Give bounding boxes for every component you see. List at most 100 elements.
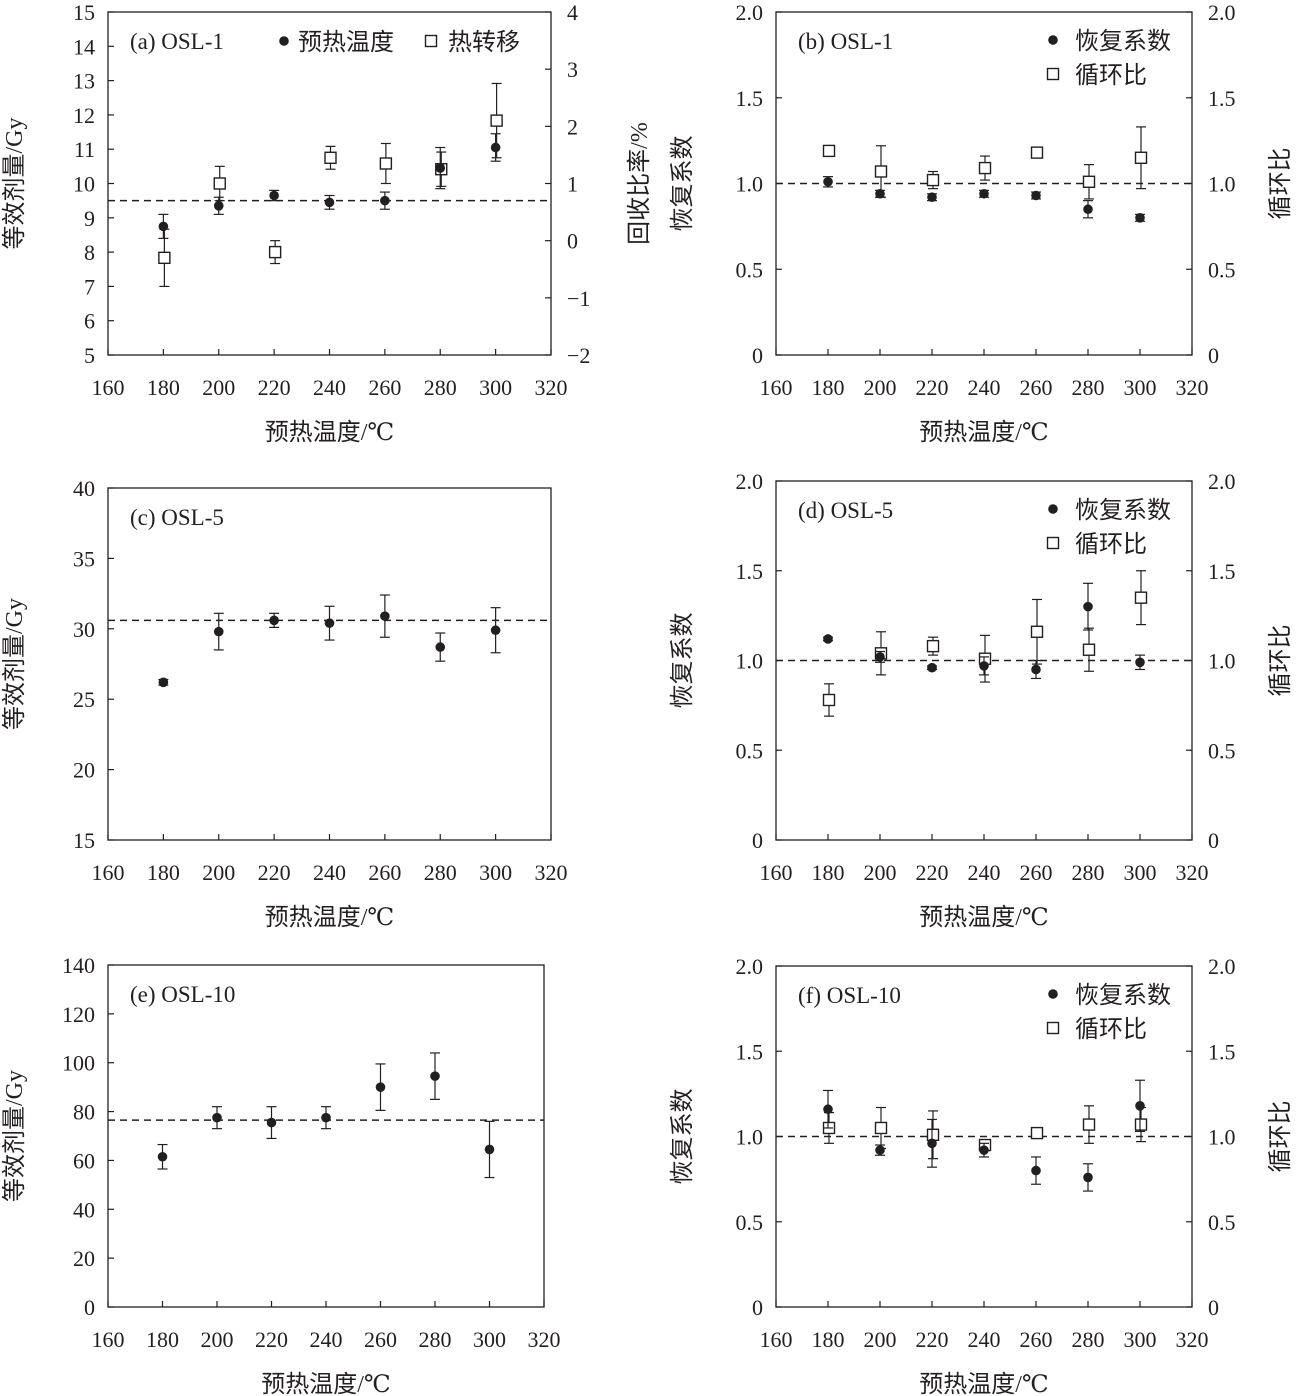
x-tick-label: 320	[528, 1327, 561, 1352]
legend-marker	[1048, 504, 1058, 514]
data-point-circle	[1083, 601, 1093, 612]
data-point-circle	[1135, 657, 1145, 668]
y-axis-title: 恢复系数	[669, 613, 696, 709]
y-tick-label: 9	[84, 206, 95, 231]
y2-tick-label: −1	[567, 286, 590, 311]
data-point-circle	[979, 661, 989, 671]
legend-marker	[1048, 989, 1058, 999]
x-tick-label: 200	[202, 860, 235, 885]
x-tick-label: 280	[1072, 1327, 1105, 1352]
data-point-circle	[266, 1117, 277, 1128]
x-tick-label: 240	[310, 1327, 343, 1352]
y2-tick-label: 1.0	[1208, 172, 1236, 197]
y-tick-label: 25	[73, 687, 95, 712]
data-point-square	[926, 639, 940, 653]
data-point-circle	[1083, 204, 1093, 215]
data-point-circle	[927, 662, 937, 673]
y-tick-label: 14	[73, 34, 95, 59]
y-tick-label: 1.0	[736, 1125, 764, 1150]
x-tick-label: 260	[1020, 860, 1053, 885]
plot-frame-c	[107, 487, 552, 841]
data-point-square	[379, 157, 393, 170]
y2-tick-label: 2.0	[1208, 954, 1236, 979]
x-axis-title: 预热温度/℃	[265, 904, 395, 931]
y-tick-label: 60	[73, 1148, 95, 1173]
x-tick-label: 220	[255, 1327, 288, 1352]
y-tick-label: 1.5	[736, 1039, 764, 1064]
x-tick-label: 160	[92, 1327, 125, 1352]
x-tick-label: 320	[535, 375, 568, 400]
data-point-circle	[1083, 1172, 1093, 1183]
y-tick-label: 7	[84, 274, 95, 299]
x-tick-label: 220	[916, 375, 949, 400]
y2-axis-title: 循环比	[1267, 625, 1294, 697]
data-point-circle	[212, 1112, 222, 1123]
y2-tick-label: 0	[1208, 343, 1219, 368]
x-tick-label: 180	[812, 1327, 845, 1352]
y-tick-label: 2.0	[736, 469, 764, 494]
data-point-circle	[324, 197, 335, 208]
y2-axis-title: 循环比	[1267, 148, 1294, 220]
x-tick-label: 200	[201, 1327, 234, 1352]
x-tick-label: 280	[1072, 860, 1105, 885]
x-tick-label: 260	[1020, 375, 1053, 400]
y-tick-label: 2.0	[736, 954, 764, 979]
y-tick-label: 140	[62, 953, 95, 978]
x-tick-label: 260	[368, 375, 401, 400]
y-tick-label: 30	[73, 617, 95, 642]
x-tick-label: 320	[535, 860, 568, 885]
data-point-circle	[823, 634, 833, 644]
legend-label: 循环比	[1075, 531, 1147, 558]
x-tick-label: 280	[424, 860, 457, 885]
data-point-circle	[875, 188, 885, 199]
y2-tick-label: 1.5	[1208, 1039, 1236, 1064]
x-tick-label: 300	[479, 860, 512, 885]
data-point-square	[158, 251, 171, 265]
y-tick-label: 1.0	[736, 172, 764, 197]
y2-tick-label: 0	[1208, 1295, 1219, 1320]
y2-axis-title: 回收比率/%	[626, 122, 653, 245]
x-tick-label: 180	[146, 1327, 179, 1352]
legend-marker	[1048, 35, 1058, 45]
y-tick-label: 1.0	[736, 649, 764, 674]
data-point-circle	[875, 1145, 885, 1155]
x-axis-title: 预热温度/℃	[919, 904, 1049, 931]
data-point-square	[874, 1121, 888, 1135]
data-point-square	[490, 114, 503, 127]
data-point-square	[978, 161, 992, 175]
series-circles	[823, 582, 1145, 680]
y-tick-label: 5	[84, 343, 95, 368]
data-point-circle	[1135, 1101, 1145, 1111]
y-tick-label: 40	[73, 1197, 95, 1222]
data-point-circle	[823, 1104, 833, 1115]
panel-label: (b) OSL-1	[798, 29, 893, 54]
data-point-square	[1082, 1118, 1096, 1131]
data-point-circle	[435, 642, 446, 652]
legend-marker	[424, 34, 438, 48]
legend-marker	[279, 36, 289, 46]
x-tick-label: 200	[202, 375, 235, 400]
x-tick-label: 220	[258, 375, 291, 400]
data-point-circle	[269, 615, 279, 626]
y-tick-label: 1.5	[736, 559, 764, 584]
series-squares	[822, 126, 1148, 200]
legend-label: 热转移	[448, 29, 520, 56]
y2-tick-label: 1.0	[1208, 1125, 1236, 1150]
data-point-circle	[213, 200, 224, 211]
series-circles	[823, 1079, 1145, 1192]
data-point-circle	[157, 1151, 168, 1162]
legend-label: 循环比	[1075, 1016, 1147, 1043]
y-axis-title: 等效剂量/Gy	[1, 1070, 28, 1202]
x-tick-label: 160	[760, 860, 793, 885]
y-tick-label: 20	[73, 758, 95, 783]
y-axis-title: 恢复系数	[669, 1089, 696, 1185]
data-point-circle	[1031, 190, 1041, 201]
y2-tick-label: 0.5	[1208, 257, 1236, 282]
data-point-circle	[158, 677, 169, 688]
data-point-circle	[269, 190, 279, 201]
y2-tick-label: 1.5	[1208, 559, 1236, 584]
data-point-square	[1134, 151, 1148, 164]
y2-tick-label: 2.0	[1208, 469, 1236, 494]
data-point-square	[822, 693, 836, 707]
